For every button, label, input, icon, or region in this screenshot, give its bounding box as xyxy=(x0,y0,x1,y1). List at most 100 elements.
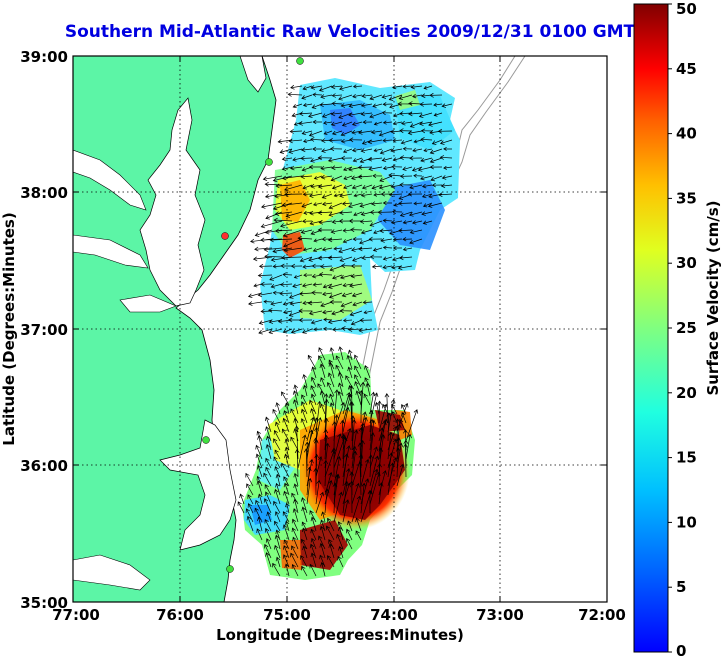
velocity-arrow xyxy=(309,220,323,226)
velocity-arrow xyxy=(368,454,374,478)
velocity-arrow xyxy=(313,202,323,207)
velocity-arrow xyxy=(378,482,384,505)
velocity-arrow xyxy=(330,111,343,117)
velocity-arrow xyxy=(371,264,383,269)
velocity-arrow xyxy=(420,157,433,163)
velocity-arrow xyxy=(291,527,299,541)
velocity-arrow xyxy=(353,193,363,198)
velocity-arrow xyxy=(263,247,283,252)
velocity-arrow xyxy=(369,94,383,101)
velocity-arrow xyxy=(345,375,353,388)
velocity-arrow xyxy=(417,166,433,172)
velocity-arrow xyxy=(338,247,353,254)
velocity-arrow xyxy=(420,175,433,181)
velocity-arrow xyxy=(433,112,443,117)
velocity-arrow xyxy=(341,121,353,127)
velocity-arrow xyxy=(281,175,303,181)
velocity-arrow xyxy=(309,563,317,577)
velocity-arrow xyxy=(369,112,383,119)
velocity-arrow xyxy=(290,84,303,90)
velocity-arrow xyxy=(323,130,333,135)
velocity-arrow xyxy=(392,138,403,143)
velocity-arrow xyxy=(358,390,364,424)
velocity-arrow xyxy=(264,254,283,259)
velocity-arrow xyxy=(369,455,380,487)
velocity-arrow xyxy=(361,255,373,261)
velocity-arrow xyxy=(326,517,335,532)
velocity-arrow xyxy=(354,381,362,397)
velocity-arrow xyxy=(408,111,423,117)
velocity-arrow xyxy=(388,94,403,101)
velocity-arrow xyxy=(312,92,323,97)
velocity-arrow xyxy=(357,165,373,170)
velocity-arrow xyxy=(301,147,313,153)
velocity-arrow xyxy=(378,403,388,433)
velocity-arrow xyxy=(369,471,381,505)
velocity-arrow xyxy=(237,501,245,514)
velocity-arrow xyxy=(320,561,326,577)
velocity-arrow xyxy=(401,411,407,424)
velocity-arrow xyxy=(327,555,335,568)
velocity-arrow xyxy=(350,227,363,233)
velocity-arrow xyxy=(342,499,350,523)
velocity-arrow xyxy=(304,441,310,469)
velocity-arrow xyxy=(351,495,362,523)
colorbar-tick-label: 15 xyxy=(676,449,697,467)
velocity-arrow xyxy=(329,347,335,361)
velocity-arrow xyxy=(301,538,308,550)
velocity-arrow xyxy=(310,85,323,90)
velocity-arrow xyxy=(339,210,353,216)
velocity-arrow xyxy=(331,93,343,98)
velocity-arrow xyxy=(265,444,272,460)
velocity-arrow xyxy=(399,255,413,261)
velocity-arrow xyxy=(337,555,344,568)
velocity-arrow xyxy=(264,484,272,496)
velocity-arrow xyxy=(328,283,343,290)
velocity-arrow xyxy=(342,406,350,433)
velocity-arrow xyxy=(321,247,333,252)
velocity-arrow xyxy=(331,447,337,477)
velocity-arrow xyxy=(343,184,353,190)
velocity-arrow xyxy=(302,219,313,224)
velocity-arrow xyxy=(368,236,383,242)
velocity-arrow xyxy=(247,503,254,514)
velocity-arrow xyxy=(308,130,323,137)
velocity-arrow xyxy=(293,483,299,496)
velocity-arrow xyxy=(320,511,326,523)
velocity-arrow xyxy=(342,468,351,496)
velocity-arrow xyxy=(351,450,358,478)
colorbar xyxy=(633,3,669,653)
velocity-arrow xyxy=(328,202,343,210)
velocity-arrow xyxy=(349,137,363,143)
velocity-arrow xyxy=(311,263,322,269)
x-tick-label: 74:00 xyxy=(370,606,418,624)
velocity-arrow xyxy=(372,103,383,108)
velocity-arrow xyxy=(300,418,308,433)
velocity-arrow xyxy=(301,94,313,100)
velocity-arrow xyxy=(341,201,353,206)
velocity-arrow xyxy=(265,435,272,451)
velocity-arrow xyxy=(412,93,423,99)
y-tick-label: 38:00 xyxy=(20,184,68,202)
velocity-arrow xyxy=(310,376,317,388)
velocity-arrow xyxy=(275,183,293,189)
velocity-arrow xyxy=(247,292,263,299)
velocity-arrow xyxy=(372,247,383,252)
velocity-arrow xyxy=(308,164,322,170)
velocity-arrow xyxy=(312,247,323,253)
velocity-arrow xyxy=(317,184,333,189)
velocity-arrow xyxy=(281,428,290,442)
velocity-arrow xyxy=(281,255,303,260)
velocity-arrow xyxy=(332,482,338,514)
velocity-arrow xyxy=(342,482,351,505)
velocity-arrow xyxy=(310,408,317,424)
velocity-arrow xyxy=(265,211,283,220)
velocity-arrow xyxy=(342,453,349,487)
velocity-arrow xyxy=(280,220,303,228)
velocity-arrow xyxy=(337,372,344,388)
velocity-arrow xyxy=(348,103,363,109)
velocity-arrow xyxy=(308,112,323,119)
velocity-arrow xyxy=(423,148,433,153)
velocity-arrow xyxy=(256,475,263,487)
velocity-arrow xyxy=(260,281,273,287)
